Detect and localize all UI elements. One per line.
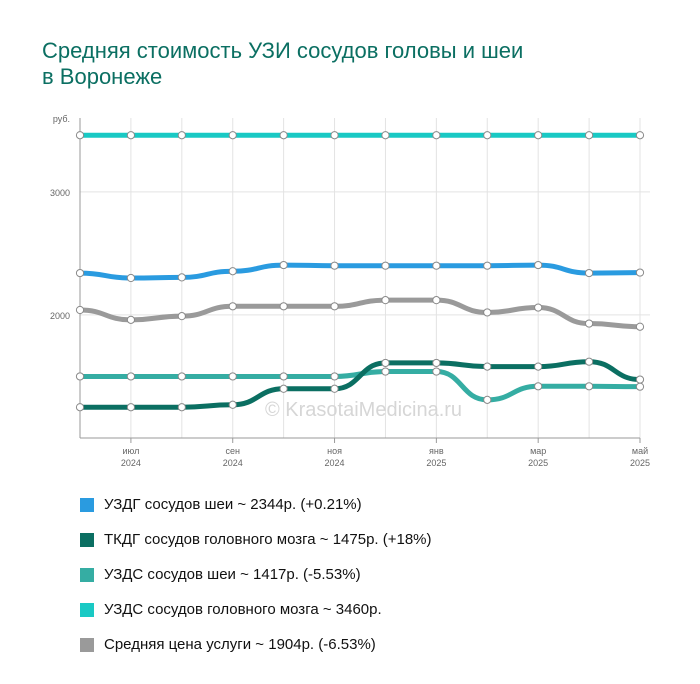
series-line [77, 262, 643, 281]
legend-swatch [80, 602, 94, 617]
data-point [534, 131, 543, 140]
legend-label: ТКДГ сосудов головного мозга ~ 1475р. (+… [104, 531, 432, 548]
legend-swatch [80, 497, 94, 512]
data-point [584, 357, 594, 366]
data-point [635, 131, 645, 140]
data-point [279, 260, 288, 270]
data-point [75, 403, 85, 412]
legend-label: УЗДС сосудов шеи ~ 1417р. (-5.53%) [104, 566, 361, 583]
data-point [432, 296, 441, 305]
legend-item[interactable]: УЗДС сосудов шеи ~ 1417р. (-5.53%) [80, 557, 432, 592]
x-tick-year: 2024 [121, 458, 141, 468]
x-tick-month: июл [122, 446, 139, 456]
legend-swatch [80, 637, 94, 652]
watermark: © KrasotaiMedicina.ru [265, 399, 462, 421]
x-tick-year: 2025 [426, 458, 446, 468]
data-point [330, 372, 339, 381]
data-point [279, 384, 288, 393]
data-point [584, 268, 594, 278]
data-point [75, 268, 85, 278]
legend-swatch [80, 567, 94, 582]
data-point [228, 302, 237, 311]
data-point [330, 302, 339, 311]
data-point [584, 131, 594, 140]
legend-item[interactable]: УЗДС сосудов головного мозга ~ 3460р. [80, 592, 432, 627]
data-point [381, 358, 390, 368]
data-point [584, 319, 594, 328]
series-line [77, 297, 643, 330]
data-point [534, 260, 543, 270]
data-point [635, 268, 645, 277]
data-point [126, 403, 136, 412]
data-point [483, 131, 492, 140]
data-point [483, 308, 492, 317]
data-point [75, 372, 85, 381]
data-point [635, 382, 645, 391]
data-point [75, 131, 85, 140]
data-point [432, 358, 441, 368]
data-point [483, 395, 492, 404]
data-point [381, 296, 390, 305]
data-point [330, 384, 339, 393]
x-tick-month: янв [429, 446, 444, 456]
data-point [432, 131, 441, 140]
legend-item[interactable]: ТКДГ сосудов головного мозга ~ 1475р. (+… [80, 522, 432, 557]
y-axis-unit: руб. [53, 114, 70, 124]
data-point [534, 303, 543, 312]
legend-item[interactable]: УЗДГ сосудов шеи ~ 2344р. (+0.21%) [80, 487, 432, 522]
data-point [432, 367, 441, 376]
data-point [432, 261, 441, 270]
chart-title-line-1: Средняя стоимость УЗИ сосудов головы и ш… [42, 38, 524, 63]
data-point [177, 273, 186, 282]
x-tick-month: сен [225, 446, 240, 456]
data-point [177, 312, 186, 321]
data-point [177, 131, 186, 140]
data-point [126, 372, 136, 381]
legend-item[interactable]: Средняя цена услуги ~ 1904р. (-6.53%) [80, 627, 432, 662]
data-point [584, 382, 594, 391]
data-point [177, 403, 186, 412]
data-point [330, 261, 339, 270]
data-point [126, 131, 136, 140]
data-point [279, 372, 288, 381]
data-point [228, 372, 237, 381]
chart-title-line-2: в Воронеже [42, 64, 163, 89]
x-tick-year: 2024 [223, 458, 243, 468]
data-point [279, 131, 288, 140]
data-point [126, 315, 136, 324]
data-point [534, 362, 543, 371]
data-point [177, 372, 186, 381]
x-tick-month: май [632, 446, 648, 456]
x-tick-year: 2025 [528, 458, 548, 468]
data-point [228, 400, 237, 409]
legend: УЗДГ сосудов шеи ~ 2344р. (+0.21%) ТКДГ … [80, 487, 432, 662]
x-tick-year: 2025 [630, 458, 650, 468]
legend-label: УЗДС сосудов головного мозга ~ 3460р. [104, 601, 382, 618]
data-point [75, 305, 85, 315]
data-point [635, 322, 645, 331]
legend-swatch [80, 532, 94, 547]
data-point [483, 362, 492, 371]
data-point [330, 131, 339, 140]
legend-label: УЗДГ сосудов шеи ~ 2344р. (+0.21%) [104, 496, 362, 513]
x-tick-year: 2024 [325, 458, 345, 468]
chart-title: Средняя стоимость УЗИ сосудов головы и ш… [42, 38, 662, 90]
x-tick-month: мар [530, 446, 546, 456]
data-point [228, 131, 237, 140]
data-point [483, 261, 492, 270]
data-point [228, 267, 237, 276]
data-point [381, 367, 390, 376]
data-point [381, 261, 390, 270]
data-point [126, 273, 136, 283]
data-point [381, 131, 390, 140]
legend-label: Средняя цена услуги ~ 1904р. (-6.53%) [104, 636, 376, 653]
data-point [635, 375, 645, 384]
x-tick-month: ноя [327, 446, 342, 456]
data-point [279, 302, 288, 311]
y-tick-label: 3000 [50, 188, 70, 198]
y-tick-label: 2000 [50, 311, 70, 321]
data-point [534, 382, 543, 391]
